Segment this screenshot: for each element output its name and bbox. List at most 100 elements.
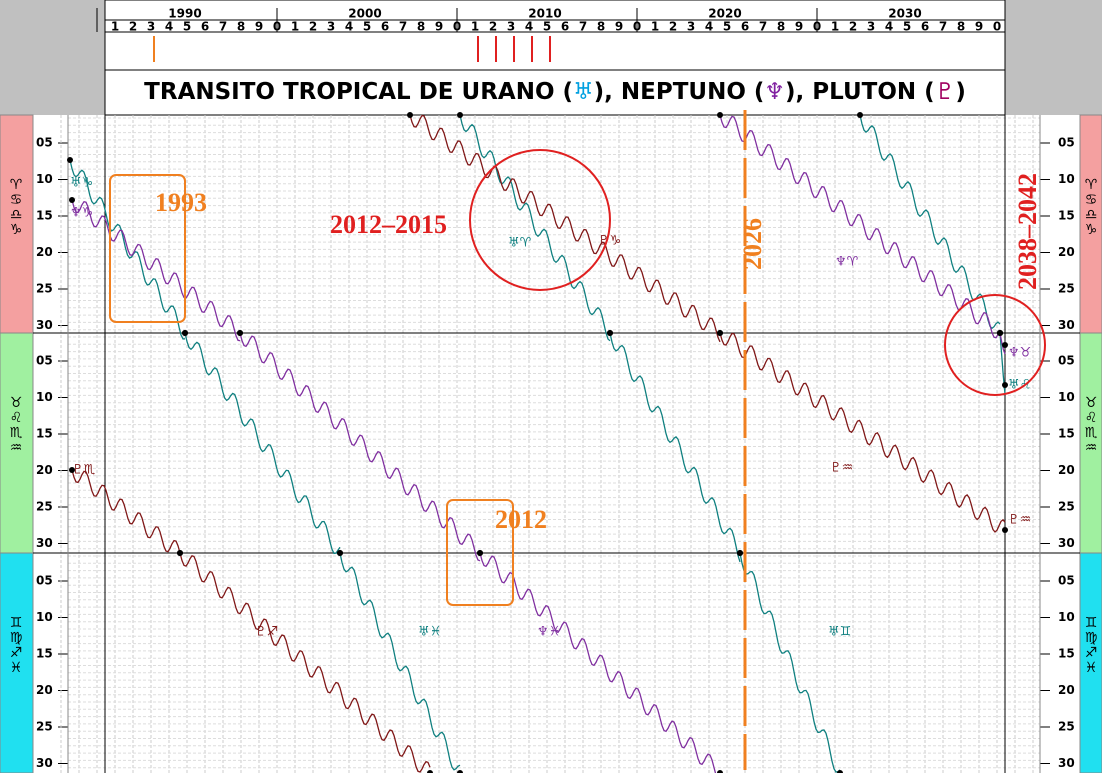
planet-track: [339, 552, 461, 771]
planet-track: [179, 552, 431, 773]
ingress-dot: [997, 330, 1003, 336]
planet-track: [719, 332, 1006, 533]
planet-track: [409, 114, 721, 343]
ingress-dot: [717, 112, 723, 118]
degree-label: 05: [36, 354, 53, 368]
year-digit: 9: [435, 20, 443, 34]
degree-label: 10: [1058, 610, 1075, 624]
degree-label: 20: [36, 245, 53, 259]
degree-label: 20: [36, 683, 53, 697]
year-digit: 6: [561, 20, 569, 34]
degree-label: 20: [36, 463, 53, 477]
year-digit: 3: [327, 20, 335, 34]
planet-label: ♆♓: [537, 625, 560, 640]
year-digit: 6: [921, 20, 929, 34]
ingress-dot: [837, 770, 843, 773]
annotation: 2012: [495, 505, 547, 534]
degree-label: 10: [1058, 390, 1075, 404]
ingress-dot: [69, 467, 75, 473]
degree-label: 25: [36, 500, 53, 514]
planet-track: [184, 332, 341, 555]
degree-label: 30: [1058, 536, 1075, 550]
year-digit: 0: [453, 20, 461, 34]
sign-glyph: ♋: [1085, 192, 1098, 208]
year-digit: 2: [849, 20, 857, 34]
sign-glyph: ♎: [10, 207, 23, 223]
degree-label: 30: [1058, 318, 1075, 332]
planet-track: [719, 114, 1001, 339]
planet-track: [609, 332, 741, 563]
planet-label: ♅♑: [70, 176, 93, 191]
degree-label: 05: [1058, 574, 1075, 588]
decade-label: 2030: [888, 7, 921, 21]
year-digit: 2: [129, 20, 137, 34]
year-digit: 9: [795, 20, 803, 34]
degree-label: 25: [36, 720, 53, 734]
year-digit: 0: [813, 20, 821, 34]
year-digit: 9: [615, 20, 623, 34]
year-digit: 0: [993, 20, 1001, 34]
sign-column: [1079, 552, 1102, 773]
year-digit: 5: [363, 20, 371, 34]
year-digit: 8: [597, 20, 605, 34]
sign-glyph: ♋: [10, 192, 23, 208]
ingress-dot: [67, 157, 73, 163]
sign-glyph: ♓: [1085, 660, 1098, 676]
planet-track: [239, 332, 481, 562]
ingress-dot: [857, 112, 863, 118]
sign-glyph: ♑: [1085, 222, 1098, 238]
year-digit: 2: [309, 20, 317, 34]
sign-column: [0, 332, 34, 554]
sign-glyph: ♐: [1085, 645, 1098, 661]
year-digit: 3: [867, 20, 875, 34]
ingress-dot: [177, 550, 183, 556]
decade-label: 2000: [348, 7, 381, 21]
sign-glyph: ♎: [1085, 207, 1098, 223]
sign-glyph: ♏: [10, 425, 23, 441]
ingress-dot: [182, 330, 188, 336]
year-digit: 8: [957, 20, 965, 34]
degree-label: 30: [36, 756, 53, 770]
sign-glyph: ♍: [10, 630, 23, 646]
sign-glyph: ♏: [1085, 425, 1098, 441]
year-digit: 4: [345, 20, 353, 34]
year-digit: 9: [975, 20, 983, 34]
year-digit: 5: [183, 20, 191, 34]
sign-glyph: ♒: [10, 440, 23, 456]
degree-label: 05: [1058, 136, 1075, 150]
planet-label: ♅♈: [508, 236, 532, 251]
year-digit: 7: [579, 20, 587, 34]
planet-track: [71, 469, 181, 554]
degree-label: 10: [1058, 172, 1075, 186]
sign-glyph: ♓: [10, 660, 23, 676]
year-digit: 7: [219, 20, 227, 34]
annotation: 2026: [738, 218, 767, 270]
year-digit: 7: [939, 20, 947, 34]
planet-track: [459, 114, 611, 342]
year-digit: 1: [291, 20, 299, 34]
planet-label: ♆♑: [70, 206, 93, 221]
decade-label: 2010: [528, 7, 561, 21]
year-digit: 4: [525, 20, 533, 34]
annotation: 1993: [155, 188, 207, 217]
degree-label: 05: [36, 574, 53, 588]
ingress-dot: [1002, 342, 1008, 348]
year-digit: 5: [543, 20, 551, 34]
planet-track: [69, 159, 186, 340]
year-digit: 6: [741, 20, 749, 34]
sign-glyph: ♑: [10, 222, 23, 238]
ingress-dot: [407, 112, 413, 118]
planet-label: ♇♑: [598, 234, 621, 249]
degree-label: 25: [1058, 500, 1075, 514]
annotation: 2012–2015: [330, 210, 447, 239]
sign-glyph: ♈: [1085, 177, 1098, 193]
planet-label: ♇♒: [1008, 513, 1031, 528]
year-digit: 4: [705, 20, 713, 34]
highlight-circle: [469, 149, 611, 291]
planet-track: [71, 199, 241, 342]
planet-label: ♅♌: [1008, 378, 1031, 393]
ingress-dot: [457, 770, 463, 773]
ingress-dot: [607, 330, 613, 336]
degree-label: 05: [36, 136, 53, 150]
